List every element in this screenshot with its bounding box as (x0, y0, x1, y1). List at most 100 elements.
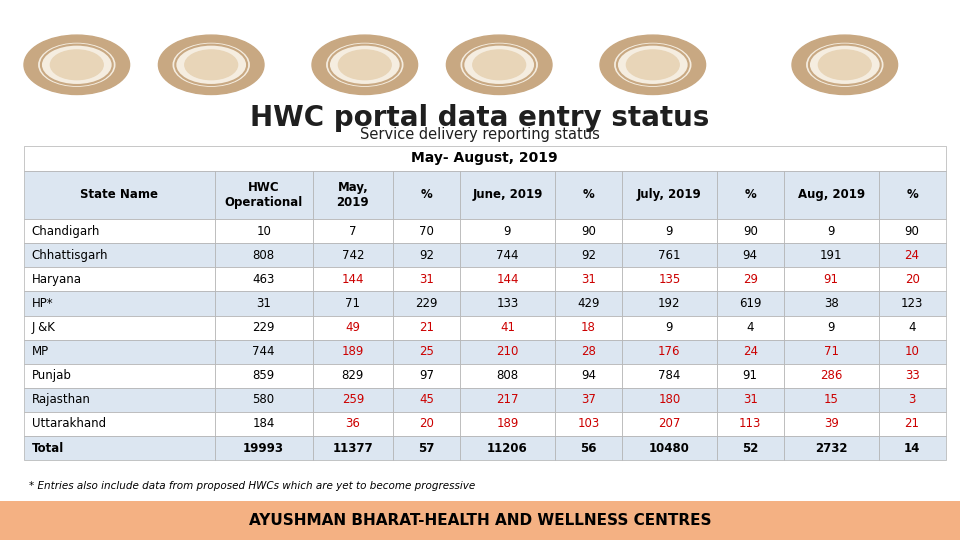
Text: 33: 33 (904, 369, 920, 382)
Bar (878, 436, 946, 460)
Circle shape (614, 43, 691, 86)
Bar (555, 219, 622, 244)
Text: 20: 20 (420, 417, 434, 430)
Text: 49: 49 (346, 321, 360, 334)
Circle shape (173, 43, 250, 86)
Bar (555, 292, 622, 315)
Bar (24, 219, 215, 244)
Bar (24, 364, 215, 388)
Bar (622, 388, 717, 412)
Bar (555, 364, 622, 388)
Bar (215, 436, 313, 460)
Text: 286: 286 (820, 369, 842, 382)
Text: May- August, 2019: May- August, 2019 (412, 151, 558, 165)
Text: 57: 57 (419, 442, 435, 455)
Bar (878, 315, 946, 340)
Bar (878, 171, 946, 219)
Bar (393, 364, 460, 388)
Text: 210: 210 (496, 345, 518, 358)
Circle shape (339, 50, 392, 80)
Bar (313, 292, 393, 315)
Bar (555, 244, 622, 267)
Text: 92: 92 (420, 249, 434, 262)
Bar (313, 412, 393, 436)
Bar (313, 436, 393, 460)
Bar (313, 364, 393, 388)
Bar (717, 340, 783, 364)
Text: Rajasthan: Rajasthan (32, 393, 90, 407)
Bar (393, 171, 460, 219)
Text: 9: 9 (665, 321, 673, 334)
Text: 90: 90 (743, 225, 757, 238)
Text: Chandigarh: Chandigarh (32, 225, 100, 238)
Bar (393, 315, 460, 340)
Bar (717, 315, 783, 340)
Text: 21: 21 (904, 417, 920, 430)
Bar (460, 219, 555, 244)
Text: May,
2019: May, 2019 (337, 181, 370, 209)
Circle shape (446, 35, 552, 94)
Text: 229: 229 (416, 297, 438, 310)
Text: HWC portal data entry status: HWC portal data entry status (251, 104, 709, 132)
Text: 4: 4 (747, 321, 754, 334)
Text: %: % (420, 188, 432, 201)
Bar (24, 171, 215, 219)
Text: 20: 20 (904, 273, 920, 286)
Text: Punjab: Punjab (32, 369, 72, 382)
Text: 21: 21 (420, 321, 434, 334)
Circle shape (326, 43, 403, 86)
Bar (215, 412, 313, 436)
Text: 92: 92 (581, 249, 596, 262)
Text: Aug, 2019: Aug, 2019 (798, 188, 865, 201)
Bar (460, 412, 555, 436)
Bar (313, 340, 393, 364)
Bar (717, 388, 783, 412)
Bar (783, 171, 878, 219)
Text: 19993: 19993 (243, 442, 284, 455)
Bar (717, 244, 783, 267)
Text: 18: 18 (581, 321, 596, 334)
Bar (622, 171, 717, 219)
Bar (215, 340, 313, 364)
Text: 429: 429 (577, 297, 600, 310)
Text: 133: 133 (496, 297, 518, 310)
Bar (622, 244, 717, 267)
Bar (215, 171, 313, 219)
Text: 71: 71 (346, 297, 360, 310)
Bar (393, 292, 460, 315)
Circle shape (184, 50, 238, 80)
Circle shape (806, 43, 883, 86)
Bar (783, 219, 878, 244)
Text: 31: 31 (256, 297, 271, 310)
Text: 103: 103 (577, 417, 600, 430)
Text: 31: 31 (581, 273, 596, 286)
Text: 10480: 10480 (649, 442, 690, 455)
Circle shape (24, 35, 130, 94)
Bar (24, 315, 215, 340)
Bar (393, 388, 460, 412)
Bar (313, 267, 393, 292)
Bar (622, 219, 717, 244)
Bar (24, 146, 946, 171)
Text: 619: 619 (739, 297, 761, 310)
Text: 11206: 11206 (487, 442, 528, 455)
Bar (460, 244, 555, 267)
Text: 24: 24 (904, 249, 920, 262)
Circle shape (38, 43, 115, 86)
Bar (717, 219, 783, 244)
Text: 36: 36 (346, 417, 360, 430)
Text: 3: 3 (908, 393, 916, 407)
Bar (215, 364, 313, 388)
Bar (24, 388, 215, 412)
Bar (460, 340, 555, 364)
Bar (622, 292, 717, 315)
Bar (878, 388, 946, 412)
Bar (215, 219, 313, 244)
Text: 56: 56 (580, 442, 597, 455)
Text: State Name: State Name (81, 188, 158, 201)
Text: 52: 52 (742, 442, 758, 455)
Circle shape (50, 50, 103, 80)
Text: 744: 744 (496, 249, 518, 262)
Bar (393, 267, 460, 292)
Text: 25: 25 (420, 345, 434, 358)
